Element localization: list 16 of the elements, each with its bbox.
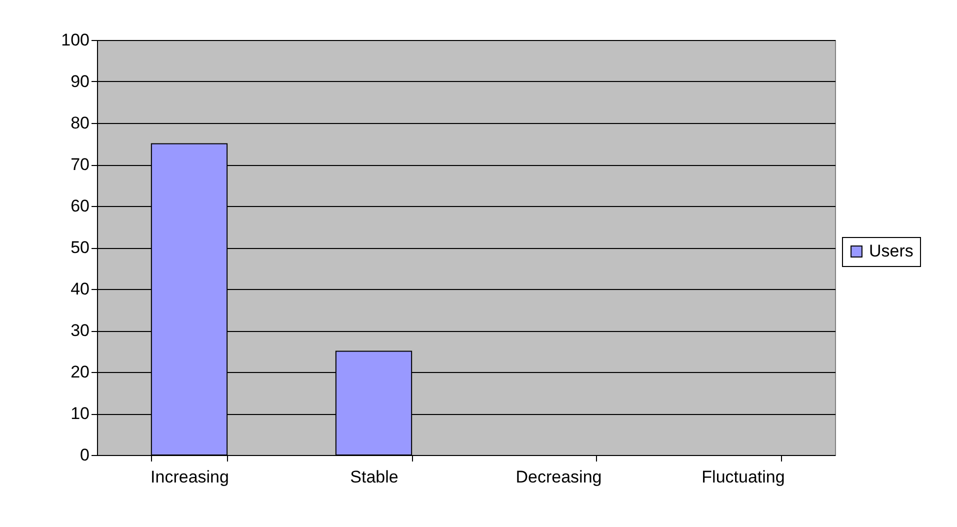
y-tick-label: 10 [70,404,90,423]
legend-label: Users [869,242,914,260]
y-tick-label: 70 [70,155,90,174]
x-tick-label: Stable [350,468,398,486]
x-tick-label: Decreasing [516,468,602,486]
y-tick-label: 50 [70,238,90,257]
x-tick-label: Fluctuating [702,468,785,486]
y-tick-label: 30 [70,321,90,340]
y-tick-label: 0 [80,446,90,464]
y-tick-label: 100 [61,30,90,50]
x-tick-label: Increasing [150,468,229,486]
y-tick-label: 60 [70,196,90,216]
y-tick-label: 80 [70,114,90,132]
y-tick-label: 40 [70,280,90,298]
y-tick-label: 20 [70,362,90,382]
y-tick-label: 90 [70,72,90,91]
